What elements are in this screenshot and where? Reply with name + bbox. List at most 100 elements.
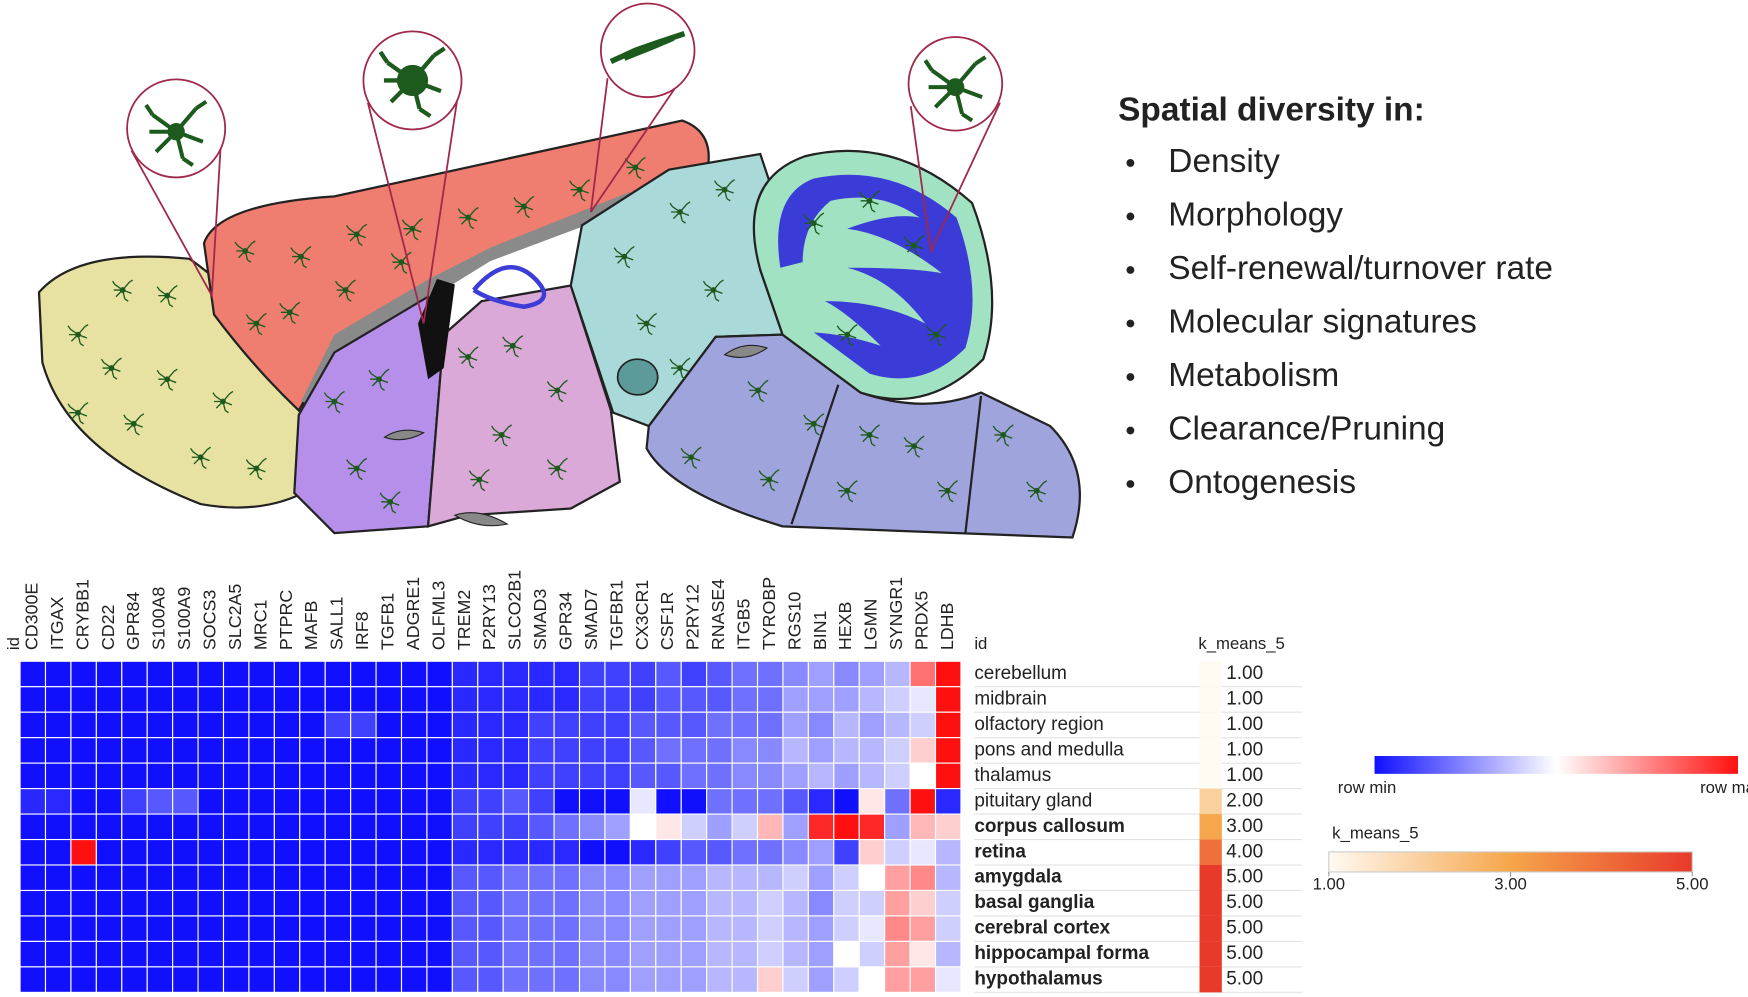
heat-cell [858, 940, 886, 968]
pons-divider [790, 384, 983, 534]
heat-cell [248, 762, 275, 790]
thalamus [426, 284, 622, 528]
heat-cell [172, 686, 199, 713]
heat-cell [858, 864, 886, 892]
heat-cell [375, 966, 403, 993]
heat-cell [121, 660, 148, 688]
heat-cell [655, 940, 682, 968]
heat-cell [146, 915, 174, 942]
heat-cell [172, 762, 199, 790]
heat-cell [44, 737, 72, 764]
column-label: TYROBP [759, 577, 779, 650]
column-label: ITGB5 [734, 599, 754, 651]
heat-cell [756, 660, 784, 688]
heat-cell [807, 940, 835, 968]
heat-cell [553, 966, 581, 993]
bullet [1126, 319, 1135, 328]
heat-cell [477, 838, 504, 866]
heat-cell [400, 889, 428, 917]
heat-cell [299, 686, 326, 713]
heat-cell [782, 762, 809, 790]
heat-cell [909, 788, 937, 815]
heat-cell [731, 838, 759, 866]
heat-cell [172, 966, 199, 993]
heat-cell [833, 737, 860, 764]
heat-cell [578, 915, 606, 942]
text-panel: Spatial diversity in: Density Morphology S… [1118, 91, 1553, 500]
heat-cell [884, 788, 911, 815]
heat-cell [502, 737, 530, 764]
column-label: PTPRC [276, 590, 296, 651]
heat-cell [172, 813, 199, 841]
heat-cell [528, 864, 555, 892]
heat-cell [655, 864, 682, 892]
heat-cell [807, 838, 835, 866]
panel-bullet: Self-renewal/turnover rate [1168, 250, 1553, 287]
heat-cell [95, 915, 123, 942]
heat-cell [706, 838, 733, 866]
heat-cell [146, 940, 174, 968]
heat-cell [70, 864, 97, 892]
heat-cell [502, 788, 530, 815]
heat-cell [400, 660, 428, 688]
heat-cell [858, 737, 886, 764]
heat-cell [222, 889, 250, 917]
heat-cell [731, 889, 759, 917]
row-header: id [974, 634, 987, 653]
heat-cell [629, 788, 657, 815]
column-label: TGFB1 [377, 593, 397, 651]
heat-cell [70, 966, 97, 993]
heat-cell [451, 940, 479, 968]
heat-cell [833, 940, 860, 968]
heat-cell [502, 966, 530, 993]
heat-cell [706, 660, 733, 688]
heat-cell [706, 737, 733, 764]
heat-cell [375, 788, 403, 815]
panel-bullet: Morphology [1168, 196, 1343, 233]
heat-cell [807, 889, 835, 917]
heat-cell [299, 940, 326, 968]
heat-cell [502, 838, 530, 866]
heat-cell [324, 686, 352, 713]
heat-cell [578, 966, 606, 993]
row-label: corpus callosum [974, 816, 1125, 837]
heat-cell [222, 864, 250, 892]
column-label: SLCO2B1 [505, 570, 525, 650]
heat-cell [909, 762, 937, 790]
heat-cell [248, 940, 275, 968]
heat-cell [172, 838, 199, 866]
heat-cell [553, 660, 581, 688]
heat-cell [121, 762, 148, 790]
column-label: PRDX5 [912, 591, 932, 651]
heat-cell [222, 788, 250, 815]
heat-cell [299, 762, 326, 790]
heat-cell [273, 711, 301, 739]
heat-cell [731, 788, 759, 815]
heat-cell [807, 711, 835, 739]
group-cell [1199, 737, 1222, 764]
heat-cell [273, 737, 301, 764]
row-label: hypothalamus [974, 969, 1102, 990]
heat-cell [172, 711, 199, 739]
heat-cell [477, 966, 504, 993]
heat-cell [426, 966, 453, 993]
heat-cell [44, 966, 72, 993]
row-label: amygdala [974, 867, 1062, 888]
heat-cell [807, 864, 835, 892]
heat-cell [756, 686, 784, 713]
heat-cell [909, 660, 937, 688]
heat-cell [299, 915, 326, 942]
midbrain-nucleus [616, 358, 659, 396]
heat-cell [629, 813, 657, 841]
column-label: SYNGR1 [886, 577, 906, 650]
heat-cell [604, 813, 631, 841]
heat-cell [578, 762, 606, 790]
heat-cell [909, 813, 937, 841]
heat-cell [655, 966, 682, 993]
heat-cell [884, 737, 911, 764]
heat-cell [299, 889, 326, 917]
heat-cell [273, 889, 301, 917]
heat-cell [629, 889, 657, 917]
heat-cell [19, 686, 47, 713]
